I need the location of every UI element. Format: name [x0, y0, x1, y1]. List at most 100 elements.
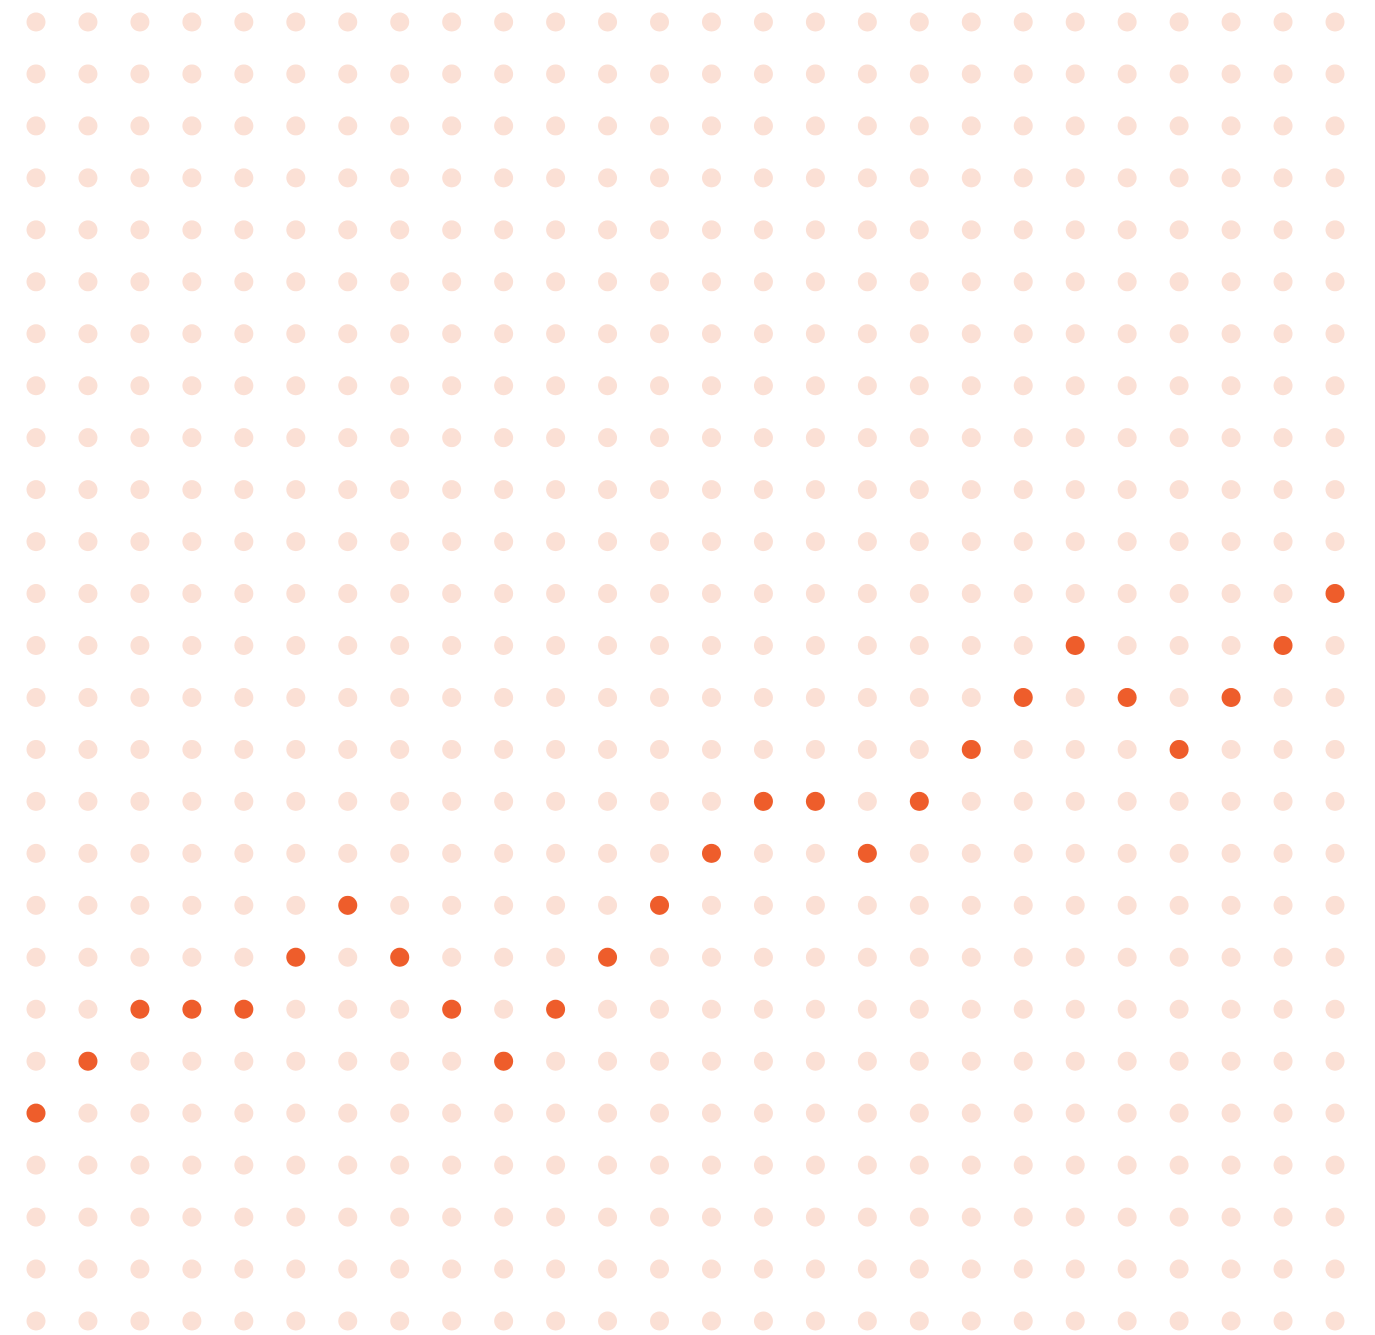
grid-dot	[805, 1311, 825, 1331]
grid-dot	[1169, 1103, 1189, 1123]
grid-dot	[909, 168, 929, 188]
grid-dot	[234, 12, 254, 32]
grid-dot	[650, 791, 670, 811]
grid-dot	[546, 480, 566, 500]
grid-dot	[338, 272, 358, 292]
grid-dot	[182, 1207, 202, 1227]
grid-dot	[961, 843, 981, 863]
grid-dot	[753, 64, 773, 84]
grid-dot	[805, 895, 825, 915]
data-point	[78, 1051, 98, 1071]
grid-dot	[1013, 376, 1033, 396]
data-point	[338, 895, 358, 915]
grid-dot	[494, 1311, 514, 1331]
grid-dot	[234, 116, 254, 136]
data-point	[286, 947, 306, 967]
grid-dot	[390, 324, 410, 344]
grid-dot	[909, 272, 929, 292]
grid-dot	[961, 687, 981, 707]
grid-dot	[805, 636, 825, 656]
grid-dot	[1169, 532, 1189, 552]
grid-dot	[909, 1051, 929, 1071]
grid-dot	[338, 12, 358, 32]
grid-dot	[805, 480, 825, 500]
grid-dot	[26, 1259, 46, 1279]
grid-dot	[598, 376, 618, 396]
grid-dot	[805, 947, 825, 967]
grid-dot	[805, 428, 825, 448]
grid-dot	[1013, 1207, 1033, 1227]
grid-dot	[650, 220, 670, 240]
grid-dot	[26, 64, 46, 84]
grid-dot	[78, 1103, 98, 1123]
grid-dot	[753, 428, 773, 448]
grid-dot	[338, 168, 358, 188]
grid-dot	[286, 532, 306, 552]
grid-dot	[1169, 843, 1189, 863]
grid-dot	[650, 116, 670, 136]
grid-dot	[442, 480, 462, 500]
grid-dot	[961, 584, 981, 604]
grid-dot	[857, 1311, 877, 1331]
grid-dot	[1065, 480, 1085, 500]
grid-dot	[598, 116, 618, 136]
grid-dot	[1065, 584, 1085, 604]
grid-dot	[1117, 947, 1137, 967]
grid-dot	[494, 12, 514, 32]
grid-dot	[78, 584, 98, 604]
data-point	[1325, 584, 1345, 604]
grid-dot	[390, 376, 410, 396]
grid-dot	[234, 739, 254, 759]
grid-dot	[1169, 1155, 1189, 1175]
grid-dot	[598, 272, 618, 292]
grid-dot	[234, 1259, 254, 1279]
grid-dot	[338, 1207, 358, 1227]
grid-dot	[1169, 1311, 1189, 1331]
grid-dot	[857, 947, 877, 967]
grid-dot	[650, 64, 670, 84]
grid-dot	[1013, 220, 1033, 240]
grid-dot	[1325, 168, 1345, 188]
grid-dot	[1117, 480, 1137, 500]
grid-dot	[857, 999, 877, 1019]
grid-dot	[650, 999, 670, 1019]
grid-dot	[909, 1311, 929, 1331]
grid-dot	[26, 324, 46, 344]
data-point	[701, 843, 721, 863]
grid-dot	[1325, 947, 1345, 967]
grid-dot	[753, 843, 773, 863]
grid-dot	[78, 739, 98, 759]
grid-dot	[1169, 636, 1189, 656]
grid-dot	[338, 1051, 358, 1071]
grid-dot	[753, 272, 773, 292]
grid-dot	[442, 532, 462, 552]
grid-dot	[546, 532, 566, 552]
grid-dot	[753, 532, 773, 552]
grid-dot	[494, 428, 514, 448]
grid-dot	[1117, 532, 1137, 552]
grid-dot	[650, 532, 670, 552]
grid-dot	[78, 168, 98, 188]
grid-dot	[1169, 1259, 1189, 1279]
grid-dot	[1325, 376, 1345, 396]
grid-dot	[390, 116, 410, 136]
grid-dot	[390, 1051, 410, 1071]
grid-dot	[909, 220, 929, 240]
grid-dot	[1169, 220, 1189, 240]
grid-dot	[961, 999, 981, 1019]
grid-dot	[78, 220, 98, 240]
grid-dot	[753, 220, 773, 240]
grid-dot	[234, 220, 254, 240]
grid-dot	[234, 1207, 254, 1227]
grid-dot	[234, 324, 254, 344]
grid-dot	[1065, 999, 1085, 1019]
grid-dot	[494, 1207, 514, 1227]
grid-dot	[338, 324, 358, 344]
grid-dot	[26, 272, 46, 292]
grid-dot	[650, 12, 670, 32]
grid-dot	[234, 1051, 254, 1071]
series-dot-layer	[26, 584, 1345, 1123]
grid-dot	[442, 64, 462, 84]
grid-dot	[78, 376, 98, 396]
grid-dot	[494, 584, 514, 604]
